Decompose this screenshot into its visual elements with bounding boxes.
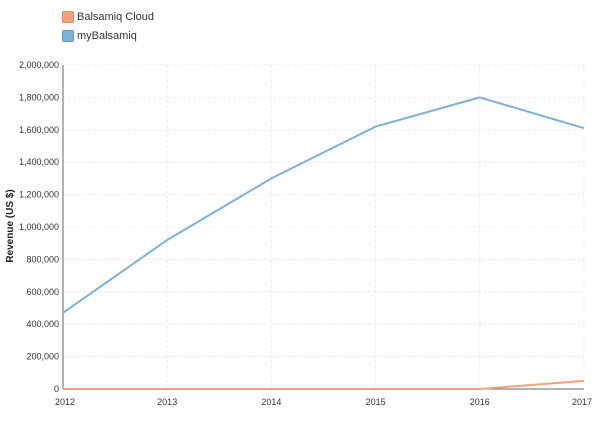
legend-label-mybalsamiq: myBalsamiq — [77, 30, 137, 42]
x-tick-label: 2016 — [470, 397, 490, 407]
series — [62, 96, 585, 390]
legend-swatch-mybalsamiq — [62, 30, 74, 42]
x-tick-label: 2012 — [55, 397, 75, 407]
legend-swatch-balsamiq-cloud — [62, 11, 74, 23]
y-tick-label: 400,000 — [26, 319, 59, 329]
legend-item-balsamiq-cloud[interactable]: Balsamiq Cloud — [62, 8, 154, 26]
y-tick-label: 800,000 — [26, 254, 59, 264]
y-tick-label: 1,800,000 — [19, 92, 59, 102]
labels: 0 200,000 400,000 600,000 800,000 1,000,000 1,… — [19, 60, 592, 407]
grid — [63, 64, 585, 389]
y-tick-label: 600,000 — [26, 287, 59, 297]
y-tick-label: 1,600,000 — [19, 125, 59, 135]
x-tick-label: 2014 — [261, 397, 281, 407]
y-axis-title: Revenue (US $) — [5, 189, 16, 262]
x-tick-label: 2015 — [366, 397, 386, 407]
y-tick-label: 0 — [54, 384, 59, 394]
series-line-mybalsamiq[interactable] — [62, 96, 585, 314]
series-line-balsamiq-cloud[interactable] — [63, 379, 585, 390]
y-tick-label: 1,000,000 — [19, 222, 59, 232]
y-tick-label: 1,400,000 — [19, 157, 59, 167]
y-tick-label: 1,200,000 — [19, 190, 59, 200]
legend-label-balsamiq-cloud: Balsamiq Cloud — [77, 11, 155, 23]
x-tick-label: 2017 — [572, 397, 592, 407]
legend: Balsamiq Cloud myBalsamiq — [62, 8, 154, 46]
y-tick-label: 200,000 — [26, 352, 59, 362]
y-tick-label: 2,000,000 — [19, 60, 59, 70]
x-tick-label: 2013 — [157, 397, 177, 407]
legend-item-mybalsamiq[interactable]: myBalsamiq — [62, 27, 154, 45]
